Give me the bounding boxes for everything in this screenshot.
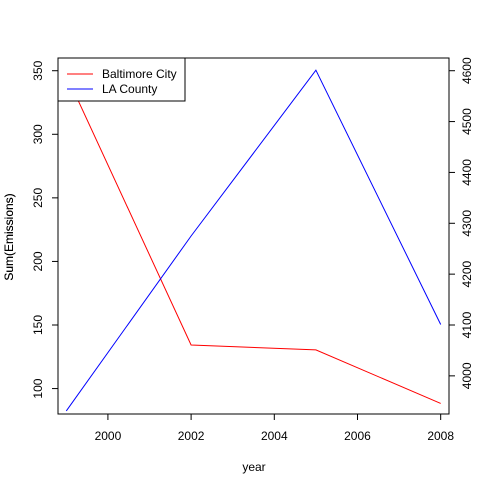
y-left-axis: 100 150 200 250 300 350 <box>31 60 58 399</box>
y-left-tick-label: 250 <box>31 188 45 208</box>
x-tick-label: 2000 <box>95 429 122 443</box>
y-right-tick-label: 4600 <box>460 57 474 84</box>
x-axis-title: year <box>242 460 265 474</box>
legend: Baltimore City LA County <box>57 57 186 102</box>
legend-box <box>57 57 186 102</box>
y-right-tick-label: 4100 <box>460 311 474 338</box>
legend-label-baltimore: Baltimore City <box>102 67 177 81</box>
legend-label-la: LA County <box>102 82 157 96</box>
series-line-la-county <box>65 69 442 412</box>
y-right-tick-label: 4300 <box>460 210 474 237</box>
x-axis: 2000 2002 2004 2006 2008 <box>95 414 454 443</box>
x-tick-label: 2006 <box>344 429 371 443</box>
y-left-tick-label: 150 <box>31 315 45 335</box>
series-layer <box>65 69 442 412</box>
x-tick-label: 2002 <box>178 429 205 443</box>
y-right-tick-label: 4400 <box>460 159 474 186</box>
x-tick-label: 2004 <box>261 429 288 443</box>
y-axis-title-2: Sum(Emissions) <box>2 193 16 280</box>
y-left-tick-label: 350 <box>31 60 45 80</box>
y-right-tick-label: 4500 <box>460 108 474 135</box>
y-left-tick-label: 100 <box>31 378 45 398</box>
plot-frame <box>57 57 450 415</box>
y-left-tick-label: 200 <box>31 251 45 271</box>
y-right-tick-label: 4200 <box>460 260 474 287</box>
y-left-tick-label: 300 <box>31 124 45 144</box>
y-axis-title-1: Sum(Emissions) <box>2 193 16 280</box>
y-right-tick-label: 4000 <box>460 362 474 389</box>
series-line-baltimore-city <box>65 74 441 404</box>
y-right-axis: 4000 4100 4200 4300 4400 4500 4600 <box>449 57 474 389</box>
x-tick-label: 2008 <box>427 429 454 443</box>
